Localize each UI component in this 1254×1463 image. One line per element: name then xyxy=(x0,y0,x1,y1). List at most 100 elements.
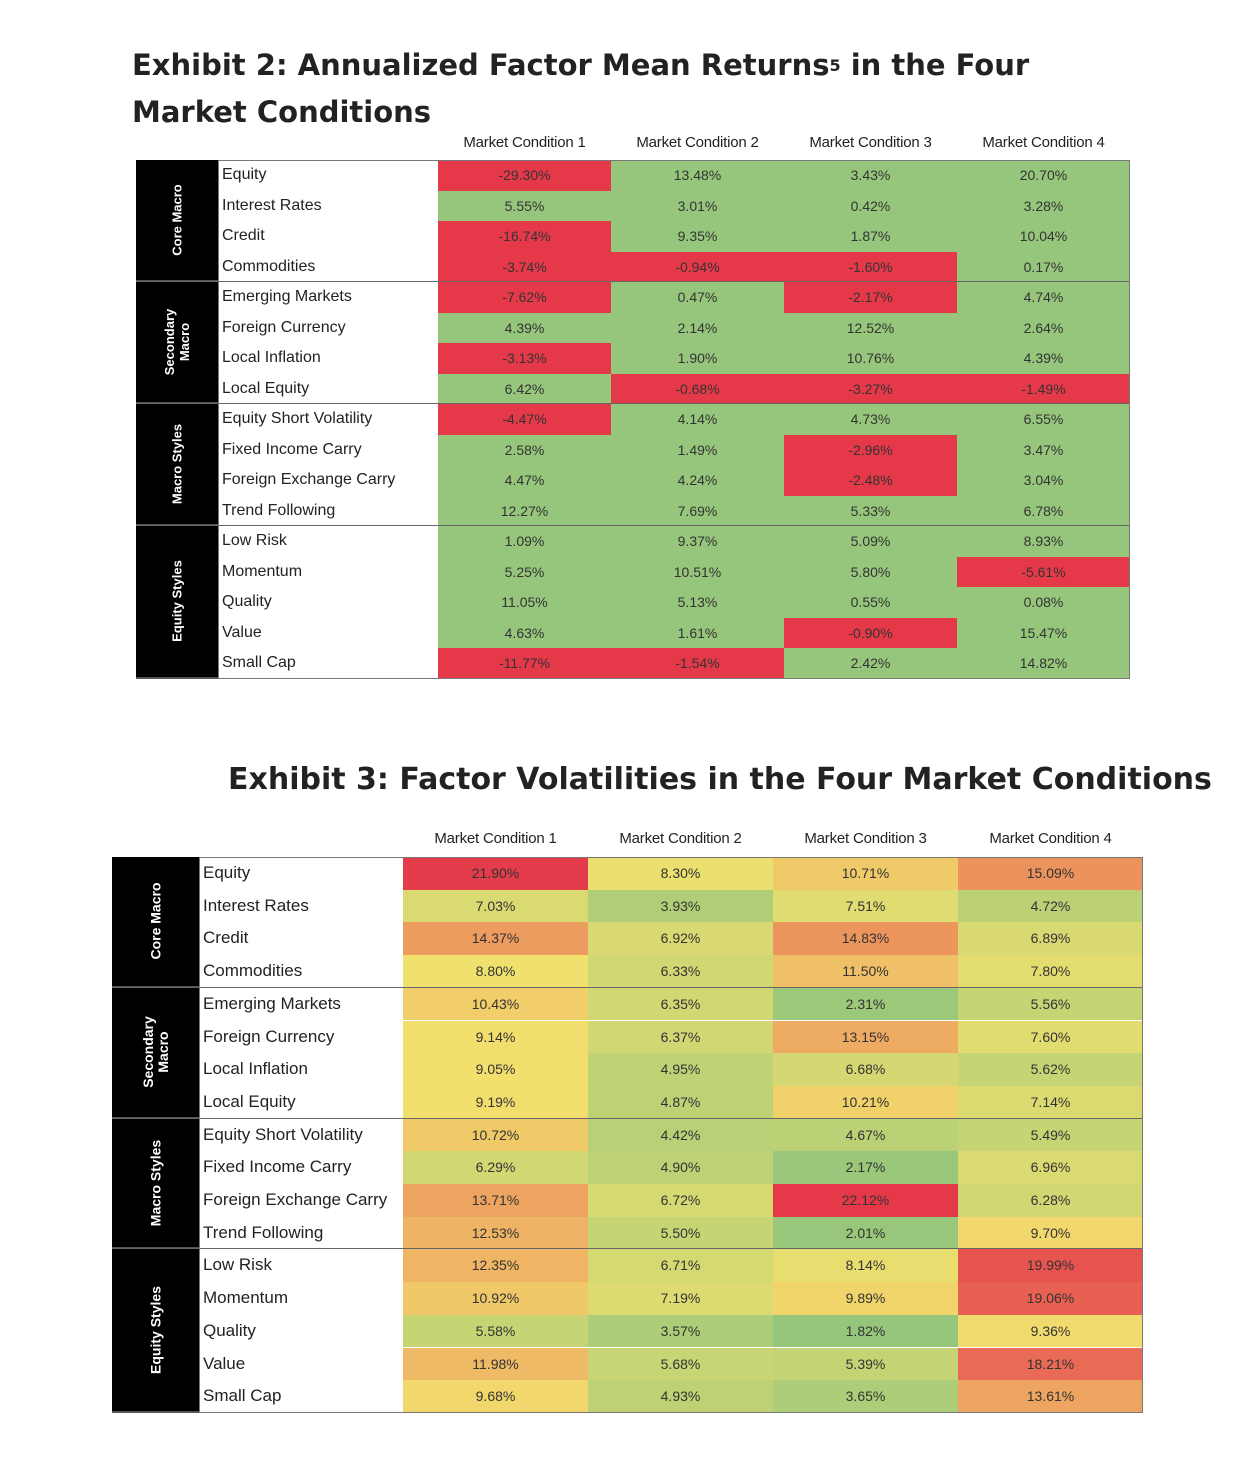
value-cell: -1.54% xyxy=(611,648,784,679)
group-label-text: Secondary Macro xyxy=(162,308,192,376)
value-cell: 6.33% xyxy=(588,955,773,988)
value-cell: 13.15% xyxy=(773,1020,958,1054)
row-label: Commodities xyxy=(199,955,403,988)
value-cell: 4.42% xyxy=(588,1118,773,1152)
value-cell: 4.63% xyxy=(438,617,611,648)
row-label: Low Risk xyxy=(218,526,438,557)
value-cell: 6.89% xyxy=(958,922,1143,956)
value-cell: 3.01% xyxy=(611,190,784,221)
value-cell: -2.96% xyxy=(784,434,957,465)
value-cell: -3.27% xyxy=(784,373,957,404)
value-cell: -2.48% xyxy=(784,465,957,496)
value-cell: 8.80% xyxy=(403,955,588,988)
value-cell: -16.74% xyxy=(438,221,611,252)
value-cell: 0.08% xyxy=(957,587,1130,618)
value-cell: 5.68% xyxy=(588,1347,773,1381)
value-cell: 12.35% xyxy=(403,1249,588,1283)
row-label: Small Cap xyxy=(218,648,438,679)
group-label-text: Macro Styles xyxy=(147,1139,163,1227)
value-cell: 21.90% xyxy=(403,857,588,890)
value-cell: 18.21% xyxy=(958,1347,1143,1381)
value-cell: 6.42% xyxy=(438,373,611,404)
value-cell: 7.80% xyxy=(958,955,1143,988)
value-cell: 0.47% xyxy=(611,282,784,313)
row-label: Value xyxy=(218,617,438,648)
value-cell: -2.17% xyxy=(784,282,957,313)
row-label: Trend Following xyxy=(199,1216,403,1250)
value-cell: 4.73% xyxy=(784,404,957,435)
value-cell: 12.53% xyxy=(403,1216,588,1250)
group-divider xyxy=(136,403,1130,404)
value-cell: 5.80% xyxy=(784,556,957,587)
value-cell: 8.93% xyxy=(957,526,1130,557)
value-cell: 9.35% xyxy=(611,221,784,252)
group-label-text: Core Macro xyxy=(169,184,185,256)
row-label: Interest Rates xyxy=(218,190,438,221)
row-label: Trend Following xyxy=(218,495,438,526)
value-cell: 11.50% xyxy=(773,955,958,988)
value-cell: -1.49% xyxy=(957,373,1130,404)
row-label: Low Risk xyxy=(199,1249,403,1283)
value-cell: 9.36% xyxy=(958,1314,1143,1348)
value-cell: 7.51% xyxy=(773,889,958,923)
row-label: Equity xyxy=(218,160,438,191)
column-header: Market Condition 3 xyxy=(809,134,932,151)
value-cell: 3.93% xyxy=(588,889,773,923)
column-header: Market Condition 4 xyxy=(982,134,1105,151)
value-cell: 3.47% xyxy=(957,434,1130,465)
value-cell: 6.37% xyxy=(588,1020,773,1054)
row-label: Fixed Income Carry xyxy=(218,434,438,465)
value-cell: 4.24% xyxy=(611,465,784,496)
value-cell: -0.68% xyxy=(611,373,784,404)
column-header: Market Condition 1 xyxy=(463,134,586,151)
row-label: Foreign Currency xyxy=(218,312,438,343)
row-label: Local Inflation xyxy=(199,1053,403,1086)
value-cell: 4.39% xyxy=(438,312,611,343)
value-cell: 10.51% xyxy=(611,556,784,587)
value-cell: 5.13% xyxy=(611,587,784,618)
value-cell: 7.03% xyxy=(403,889,588,923)
value-cell: 13.61% xyxy=(958,1380,1143,1413)
column-header: Market Condition 3 xyxy=(804,830,927,847)
value-cell: 1.87% xyxy=(784,221,957,252)
row-label: Momentum xyxy=(218,556,438,587)
group-divider xyxy=(112,986,1143,988)
value-cell: 6.71% xyxy=(588,1249,773,1283)
group-label-text: Equity Styles xyxy=(147,1286,163,1375)
value-cell: 15.09% xyxy=(958,857,1143,890)
value-cell: 5.50% xyxy=(588,1216,773,1250)
value-cell: 9.05% xyxy=(403,1053,588,1086)
value-cell: 4.90% xyxy=(588,1151,773,1184)
column-header: Market Condition 2 xyxy=(636,134,759,151)
value-cell: 5.49% xyxy=(958,1118,1143,1152)
value-cell: 14.82% xyxy=(957,648,1130,679)
value-cell: 8.30% xyxy=(588,857,773,890)
value-cell: -29.30% xyxy=(438,160,611,191)
row-label: Local Equity xyxy=(199,1085,403,1119)
value-cell: 10.43% xyxy=(403,987,588,1021)
value-cell: 4.67% xyxy=(773,1118,958,1152)
value-cell: -0.90% xyxy=(784,617,957,648)
value-cell: -5.61% xyxy=(957,556,1130,587)
value-cell: 4.47% xyxy=(438,465,611,496)
group-label: Equity Styles xyxy=(112,1249,199,1413)
value-cell: 3.43% xyxy=(784,160,957,191)
row-label: Emerging Markets xyxy=(199,987,403,1021)
value-cell: 19.06% xyxy=(958,1282,1143,1315)
value-cell: 6.78% xyxy=(957,495,1130,526)
value-cell: 5.25% xyxy=(438,556,611,587)
value-cell: 6.92% xyxy=(588,922,773,956)
value-cell: 4.72% xyxy=(958,889,1143,923)
value-cell: 4.14% xyxy=(611,404,784,435)
value-cell: 4.93% xyxy=(588,1380,773,1413)
value-cell: -3.74% xyxy=(438,251,611,282)
row-label: Quality xyxy=(199,1314,403,1348)
value-cell: 20.70% xyxy=(957,160,1130,191)
row-label: Emerging Markets xyxy=(218,282,438,313)
group-label-text: Macro Styles xyxy=(169,423,185,505)
value-cell: 19.99% xyxy=(958,1249,1143,1283)
row-label: Commodities xyxy=(218,251,438,282)
value-cell: 6.35% xyxy=(588,987,773,1021)
value-cell: 5.33% xyxy=(784,495,957,526)
value-cell: 4.74% xyxy=(957,282,1130,313)
